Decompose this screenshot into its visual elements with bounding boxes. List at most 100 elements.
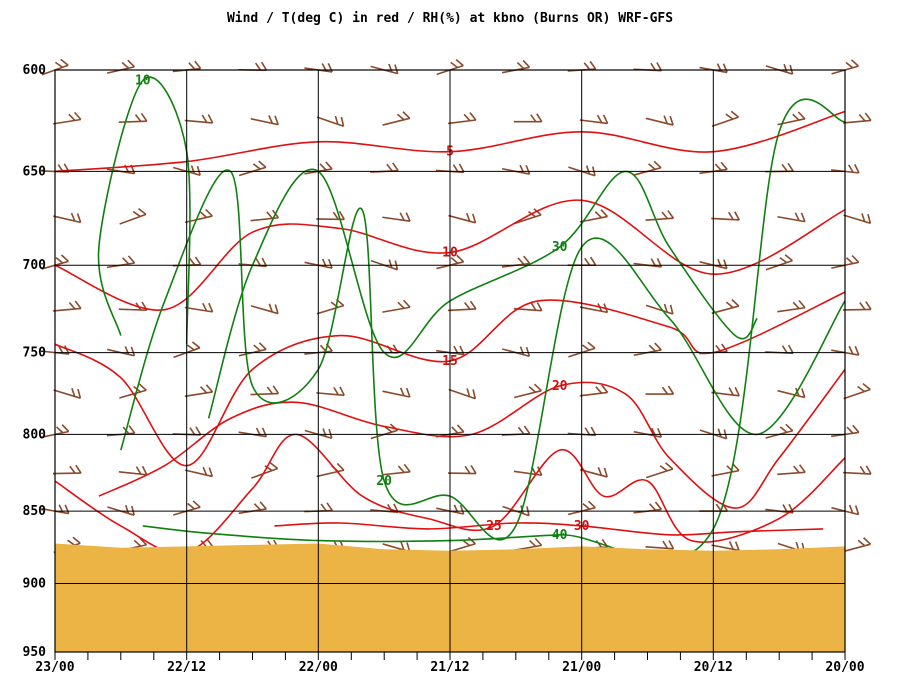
wind-barb — [53, 111, 82, 125]
wind-barb — [502, 346, 531, 357]
wind-barb — [238, 160, 267, 177]
wind-barb — [501, 425, 531, 436]
wind-barb — [842, 112, 872, 124]
wind-barb — [436, 424, 465, 438]
wind-barb — [765, 254, 793, 271]
rh-contour — [142, 98, 846, 561]
x-tick-label: 21/12 — [430, 660, 469, 675]
wind-barb — [843, 382, 871, 400]
wind-barb — [514, 208, 542, 225]
temperature-contour-label: 20 — [552, 379, 568, 394]
temperature-contour — [274, 522, 824, 536]
y-tick-label: 900 — [23, 577, 47, 592]
wind-barb — [645, 462, 674, 479]
y-tick-label: 850 — [23, 504, 47, 519]
chart-title: Wind / T(deg C) in red / RH(%) at kbno (… — [227, 11, 673, 26]
wind-barb — [831, 504, 860, 516]
y-tick-label: 800 — [23, 427, 47, 442]
wind-barb — [765, 344, 794, 355]
wind-barb — [831, 59, 859, 75]
temperature-contour — [54, 199, 846, 311]
wind-barb — [448, 212, 477, 224]
wind-barb — [765, 423, 794, 439]
rh-contour-label: 20 — [376, 474, 392, 489]
wind-barb — [107, 505, 135, 516]
wind-barb — [251, 462, 279, 479]
wind-barb — [633, 62, 663, 72]
wind-barb — [304, 428, 333, 440]
wind-barb — [370, 423, 399, 440]
wind-barb — [842, 465, 872, 475]
wind-barb — [501, 164, 531, 175]
wind-barb — [382, 111, 411, 126]
wind-barb — [52, 300, 82, 312]
y-tick-label: 700 — [23, 258, 47, 273]
temperature-contour — [54, 433, 846, 555]
rh-contour-label: 30 — [552, 240, 568, 255]
wind-barb — [513, 466, 543, 477]
x-tick-label: 22/12 — [167, 660, 206, 675]
wind-barb — [173, 341, 201, 359]
wind-barb — [633, 342, 662, 357]
wind-barb — [53, 388, 82, 399]
wind-barb — [382, 541, 411, 553]
wind-barb — [514, 383, 542, 399]
wind-barb — [370, 63, 399, 75]
temperature-contour — [98, 368, 846, 509]
wind-barb — [568, 165, 596, 177]
wind-barb — [304, 161, 333, 175]
x-tick-label: 22/00 — [299, 660, 338, 675]
wind-barb — [513, 113, 543, 123]
wind-barb — [645, 115, 674, 126]
wind-barb — [831, 254, 860, 269]
wind-barb — [250, 303, 279, 315]
wind-barb — [250, 115, 279, 126]
wind-barb — [436, 58, 464, 76]
wind-barb — [579, 209, 609, 223]
wind-barb — [382, 299, 411, 313]
wind-barb — [382, 212, 411, 222]
wind-barb — [645, 210, 675, 221]
temperature-contour — [54, 291, 846, 467]
y-tick-label: 650 — [23, 164, 47, 179]
wind-barb — [184, 466, 214, 478]
wind-barb — [316, 386, 345, 397]
rh-contours: 10 20 30 40 — [97, 74, 846, 561]
wind-barb — [568, 341, 596, 358]
wind-barb — [118, 112, 148, 123]
wind-barb — [777, 300, 806, 313]
wind-barb — [843, 213, 872, 225]
wind-barb — [316, 298, 345, 315]
wind-barb — [711, 463, 740, 477]
wind-barb — [711, 211, 740, 221]
wind-barb — [316, 115, 345, 128]
wind-barb — [370, 259, 399, 271]
rh-contour — [120, 169, 846, 541]
rh-contour — [207, 168, 758, 419]
wind-barb — [579, 114, 609, 125]
y-tick-label: 600 — [23, 63, 47, 78]
wind-barb — [448, 388, 477, 400]
wind-barb — [699, 428, 728, 440]
wind-barb — [382, 463, 411, 476]
wind-barb — [448, 536, 476, 553]
x-tick-label: 23/00 — [35, 660, 74, 675]
wind-barb — [238, 342, 267, 357]
wind-barb — [633, 160, 662, 176]
wind-barb — [777, 387, 806, 399]
wind-barb — [777, 212, 806, 223]
wind-barb — [448, 112, 477, 125]
wind-barb — [579, 467, 608, 478]
wind-barb — [447, 465, 477, 475]
temperature-contour-label: 25 — [486, 519, 502, 534]
wind-barb — [645, 385, 675, 395]
wind-barb — [843, 537, 872, 553]
wind-barb — [436, 504, 465, 515]
x-tick-label: 20/12 — [694, 660, 733, 675]
wind-barb — [513, 537, 543, 552]
rh-contour-label: 10 — [135, 74, 151, 89]
wind-barb — [579, 384, 609, 397]
wind-barb — [238, 61, 268, 72]
